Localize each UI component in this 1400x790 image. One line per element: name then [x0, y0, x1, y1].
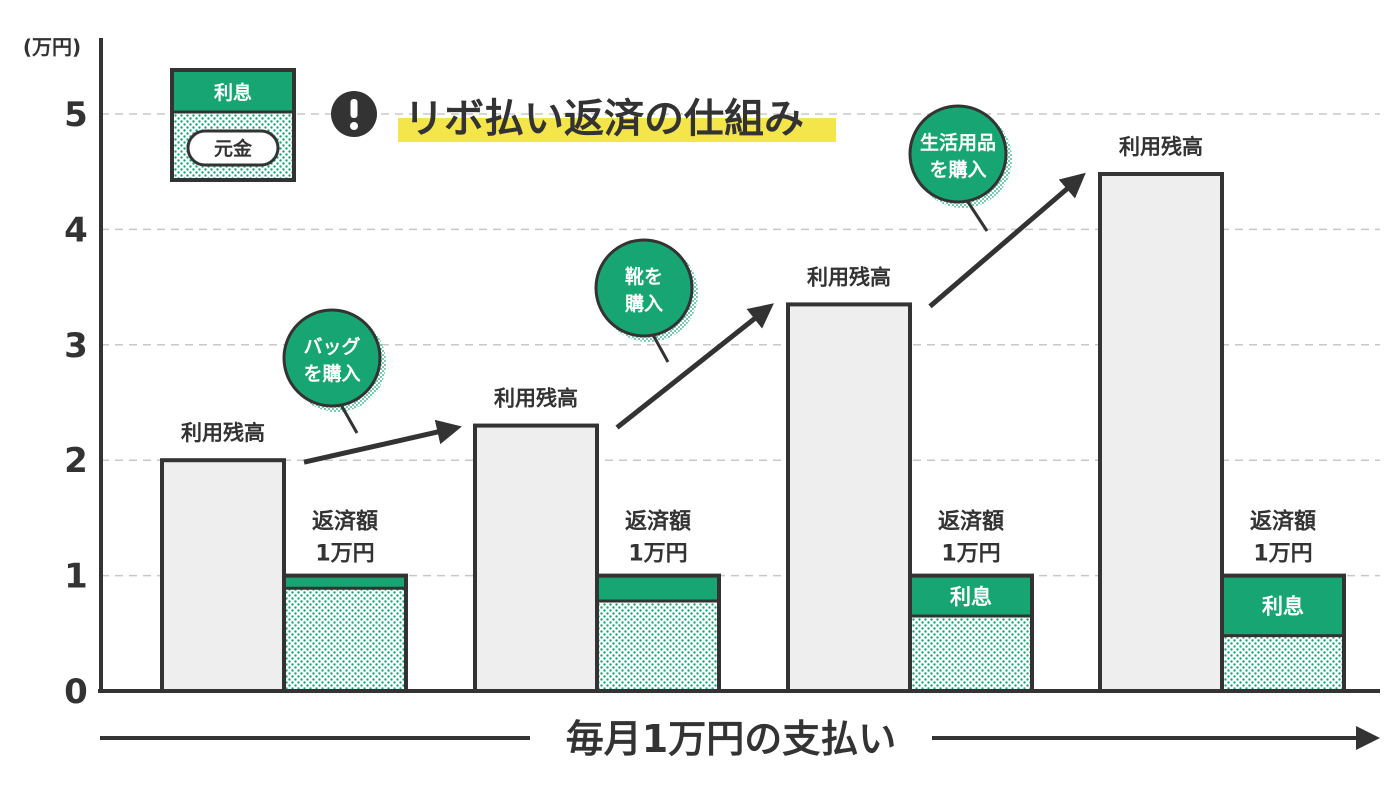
y-tick-label: 0: [64, 672, 88, 712]
interest-bar: [597, 575, 719, 601]
principal-bar: [1222, 635, 1344, 691]
y-tick-labels: 0 1 2 3 4 5: [64, 95, 88, 712]
principal-bar: [910, 615, 1032, 691]
payment-amount-label: 1万円: [1253, 542, 1312, 567]
interest-bar: [910, 575, 1032, 616]
bubble-pointer: [650, 332, 670, 363]
legend-frame: [170, 68, 296, 182]
payment-label: 返済額: [625, 509, 691, 535]
payment-amount-label: 1万円: [941, 542, 1000, 567]
legend-principal-label: 元金: [214, 137, 253, 160]
bubble-circle: [594, 238, 694, 338]
title-highlight: [398, 118, 836, 142]
bubble-text-line1: 靴を: [625, 265, 663, 288]
interest-bar: [284, 575, 406, 589]
y-tick-label: 2: [64, 441, 88, 481]
chart-title: リボ払い返済の仕組み: [404, 96, 804, 142]
balance-bar-label: 利用残高: [1119, 135, 1203, 159]
legend-interest-label: 利息: [214, 81, 252, 104]
bubble-text-line2: を購入: [303, 362, 360, 385]
interest-bar-label: 利息: [950, 585, 992, 609]
interest-bar: [1222, 575, 1344, 636]
exclamation-circle-icon: [331, 91, 377, 137]
payment-label: 返済額: [938, 509, 1004, 535]
bubble-circle: [282, 308, 382, 408]
bubble-text-line2: を購入: [929, 158, 986, 181]
y-axis-unit-label: (万円): [23, 35, 81, 59]
chart-title-group: リボ払い返済の仕組み: [331, 91, 836, 142]
growth-arrow: [615, 303, 774, 430]
bubble-text-line1: 生活用品: [920, 131, 996, 154]
balance-bar-label: 利用残高: [181, 421, 265, 445]
payment-label: 返済額: [312, 509, 378, 535]
balance-bar: [1098, 172, 1224, 693]
bubble-text-line1: バッグ: [303, 335, 360, 358]
payment-amount-label: 1万円: [628, 542, 687, 567]
interest-bar-label: 利息: [1262, 595, 1304, 619]
balance-bar: [160, 458, 286, 694]
growth-arrow: [303, 419, 462, 465]
growth-arrow: [928, 172, 1086, 309]
y-tick-label: 5: [64, 95, 88, 135]
legend: 利息 元金: [170, 68, 296, 182]
payment-amount-label: 1万円: [315, 542, 374, 567]
balance-bar: [786, 302, 912, 693]
legend-principal-pill: [186, 129, 280, 167]
principal-bar: [597, 600, 719, 691]
bubble-pointer: [964, 198, 989, 232]
balance-bar-label: 利用残高: [494, 387, 578, 411]
payment-label: 返済額: [1250, 509, 1316, 535]
y-tick-label: 4: [64, 210, 88, 250]
y-tick-label: 3: [64, 326, 88, 366]
x-axis-caption-group: 毎月1万円の支払い: [100, 717, 1380, 761]
balance-bar: [473, 423, 599, 693]
bubble-pointer: [338, 402, 359, 434]
legend-interest-swatch: [172, 70, 294, 112]
bubble-circle: [908, 104, 1008, 204]
x-caption-arrowhead-icon: [1356, 726, 1380, 750]
balance-bar-label: 利用残高: [807, 265, 891, 289]
x-axis-caption: 毎月1万円の支払い: [566, 717, 896, 761]
bubble-text-line2: 購入: [625, 292, 663, 315]
principal-bar: [284, 588, 406, 691]
y-tick-label: 1: [64, 557, 88, 597]
growth-arrows: [303, 172, 1086, 465]
